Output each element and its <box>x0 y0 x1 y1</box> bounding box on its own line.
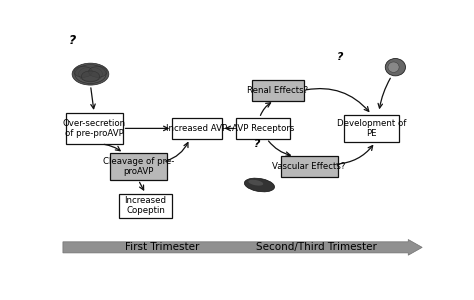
Text: ?: ? <box>68 34 76 47</box>
FancyBboxPatch shape <box>110 153 167 180</box>
Text: AVP Receptors: AVP Receptors <box>232 124 294 133</box>
FancyBboxPatch shape <box>344 115 399 142</box>
Text: Vascular Effects?: Vascular Effects? <box>273 162 346 171</box>
FancyBboxPatch shape <box>252 80 303 101</box>
Text: ?: ? <box>337 52 343 62</box>
Text: Cleavage of pre-
proAVP: Cleavage of pre- proAVP <box>102 157 174 176</box>
Ellipse shape <box>248 180 263 186</box>
Text: Development of
PE: Development of PE <box>337 119 406 138</box>
Ellipse shape <box>89 66 107 77</box>
Text: Over-secretion
of pre-proAVP: Over-secretion of pre-proAVP <box>63 119 126 138</box>
Text: ?: ? <box>254 139 260 149</box>
Ellipse shape <box>79 67 102 81</box>
Text: First Trimester: First Trimester <box>125 242 199 252</box>
FancyBboxPatch shape <box>237 118 290 139</box>
FancyBboxPatch shape <box>119 194 172 218</box>
Ellipse shape <box>385 58 405 76</box>
Text: Increased
Copeptin: Increased Copeptin <box>125 196 166 215</box>
Ellipse shape <box>82 71 100 82</box>
Ellipse shape <box>245 178 274 192</box>
Ellipse shape <box>72 63 109 85</box>
FancyBboxPatch shape <box>66 113 123 144</box>
Text: Second/Third Trimester: Second/Third Trimester <box>256 242 377 252</box>
Ellipse shape <box>74 66 92 77</box>
Text: Increased AVP: Increased AVP <box>166 124 228 133</box>
FancyBboxPatch shape <box>172 118 222 139</box>
Text: Renal Effects?: Renal Effects? <box>247 86 309 95</box>
FancyBboxPatch shape <box>281 156 337 177</box>
Ellipse shape <box>388 62 399 72</box>
Ellipse shape <box>75 65 106 83</box>
FancyArrow shape <box>63 239 422 255</box>
